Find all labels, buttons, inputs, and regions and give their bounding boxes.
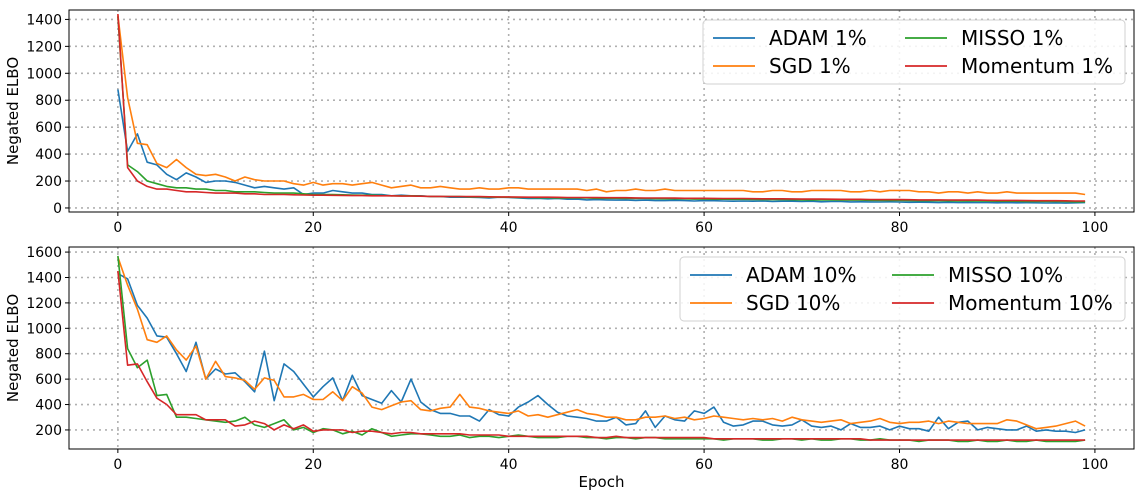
x-tick-label: 0 [113, 457, 122, 473]
x-tick-label: 20 [304, 457, 322, 473]
y-axis-label: Negated ELBO [4, 57, 22, 165]
legend-label: ADAM 10% [746, 263, 856, 287]
y-tick-label: 1600 [26, 245, 62, 261]
y-tick-label: 400 [35, 147, 62, 163]
x-tick-label: 60 [695, 220, 713, 236]
x-tick-label: 80 [891, 220, 909, 236]
series-line [117, 272, 1086, 434]
legend-label: MISSO 1% [961, 26, 1063, 50]
series-line [117, 13, 1086, 202]
y-tick-label: 600 [35, 120, 62, 136]
x-tick-label: 100 [1082, 457, 1109, 473]
plot-frame [68, 246, 1135, 450]
legend-label: SGD 1% [769, 54, 851, 78]
legend-label: Momentum 1% [961, 54, 1113, 78]
series-line [117, 89, 1086, 204]
y-tick-label: 1400 [26, 270, 62, 286]
x-tick-label: 0 [113, 220, 122, 236]
x-tick-label: 60 [695, 457, 713, 473]
y-tick-label: 200 [35, 423, 62, 439]
y-tick-label: 200 [35, 174, 62, 190]
y-axis-label: Negated ELBO [4, 294, 22, 402]
y-tick-label: 1000 [26, 321, 62, 337]
y-tick-label: 1400 [26, 12, 62, 28]
y-tick-label: 800 [35, 347, 62, 363]
legend-box [679, 256, 1126, 322]
series-line [117, 256, 1086, 430]
y-tick-label: 800 [35, 93, 62, 109]
top-panel-1pct: 0 20 40 60 80 1000200400600800100012001400Neg… [4, 9, 1135, 236]
legend-label: Momentum 10% [948, 291, 1113, 315]
y-tick-label: 400 [35, 398, 62, 414]
legend-label: SGD 10% [746, 291, 840, 315]
series-line [117, 15, 1086, 196]
plot-frame [68, 9, 1135, 213]
y-tick-label: 1200 [26, 39, 62, 55]
y-tick-label: 0 [53, 201, 62, 217]
y-tick-label: 600 [35, 372, 62, 388]
bottom-panel-10pct: 0 20 40 60 80 100 200 400 600 800 1000 1200 1400 1600… [4, 245, 1135, 491]
y-tick-label: 1200 [26, 296, 62, 312]
x-tick-label: 80 [891, 457, 909, 473]
x-tick-label: 40 [500, 220, 518, 236]
x-tick-label: 100 [1082, 220, 1109, 236]
x-tick-label: 20 [304, 220, 322, 236]
series-line [117, 271, 1086, 441]
y-tick-label: 1000 [26, 66, 62, 82]
legend-label: MISSO 10% [948, 263, 1063, 287]
x-tick-label: 40 [500, 457, 518, 473]
legend-box [702, 19, 1126, 85]
legend-label: ADAM 1% [769, 26, 867, 50]
x-axis-label: Epoch [579, 473, 625, 491]
